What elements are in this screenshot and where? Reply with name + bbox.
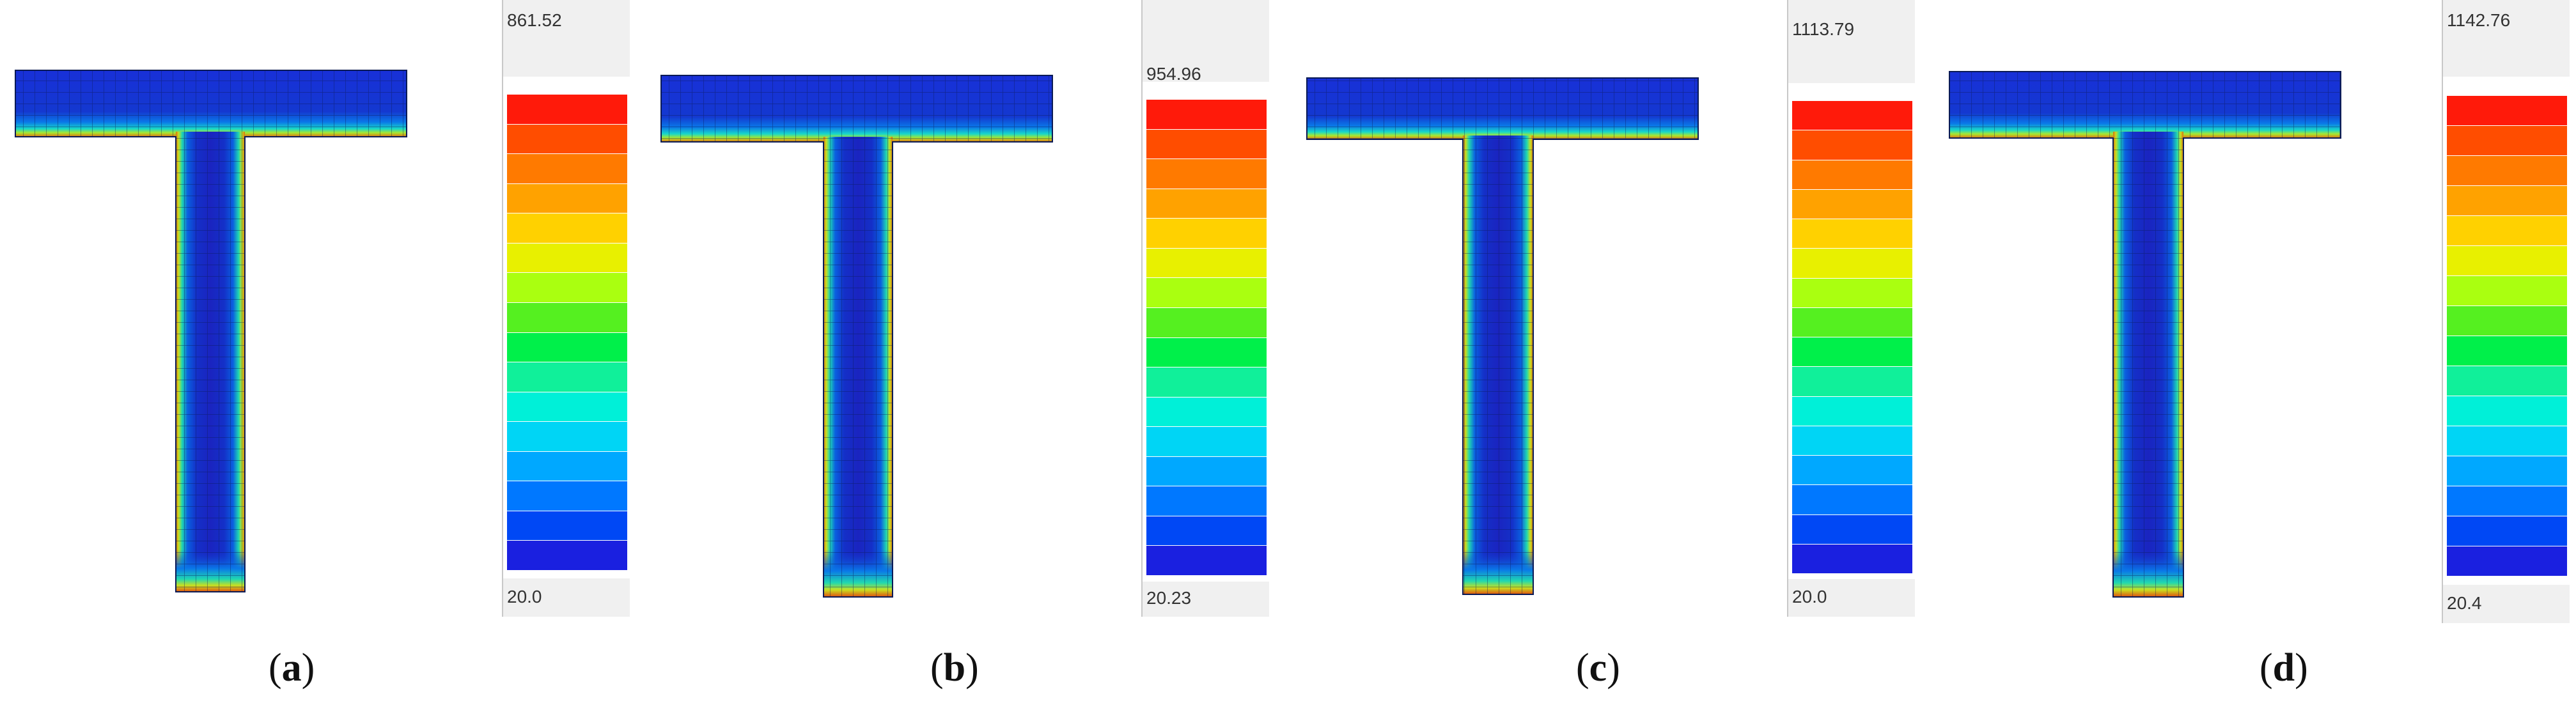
t-beam-contour	[1306, 77, 1699, 595]
color-band	[2447, 126, 2567, 156]
color-bands	[507, 95, 627, 571]
color-band	[507, 511, 627, 541]
color-band	[1146, 189, 1267, 219]
color-band	[1146, 367, 1267, 398]
t-beam-contour	[1949, 71, 2341, 598]
max-value-label: 1142.76	[2447, 10, 2511, 30]
max-value-label: 954.96	[1146, 64, 1201, 84]
color-bands	[1146, 100, 1267, 576]
color-band	[1146, 486, 1267, 516]
color-band	[1146, 278, 1267, 308]
color-band	[507, 332, 627, 363]
color-band	[1146, 546, 1267, 576]
panel-a: 861.52 20.0 (a)	[0, 0, 639, 719]
t-beam-contour	[15, 70, 407, 592]
color-band	[2447, 516, 2567, 546]
color-band	[2447, 486, 2567, 516]
color-band	[1792, 160, 1912, 190]
color-band	[1792, 396, 1912, 426]
color-band	[1792, 426, 1912, 456]
color-scale: 1142.76 20.4	[2442, 0, 2570, 623]
color-band	[1792, 189, 1912, 219]
color-band	[1792, 249, 1912, 279]
color-band	[2447, 96, 2567, 126]
color-scale: 1113.79 20.0	[1787, 0, 1915, 617]
color-band	[2447, 396, 2567, 426]
min-value-label: 20.23	[1146, 588, 1192, 608]
color-band	[1792, 130, 1912, 160]
min-value-label: 20.4	[2447, 593, 2482, 613]
color-band	[1146, 307, 1267, 338]
color-band	[1146, 337, 1267, 368]
color-band	[1792, 514, 1912, 545]
caption-letter: b	[943, 646, 966, 690]
panel-b: 954.96 20.23 (b)	[646, 0, 1285, 719]
caption-letter: a	[281, 646, 302, 690]
color-band	[1792, 278, 1912, 308]
color-band	[507, 154, 627, 184]
color-band	[507, 95, 627, 125]
color-band	[507, 451, 627, 482]
min-value-label: 20.0	[1792, 587, 1827, 607]
color-band	[1146, 159, 1267, 189]
color-band	[507, 213, 627, 244]
color-bands	[2447, 96, 2567, 576]
max-value-label: 861.52	[507, 10, 562, 30]
color-scale: 861.52 20.0	[502, 0, 630, 617]
color-band	[507, 183, 627, 214]
color-band	[1792, 337, 1912, 367]
min-value-label: 20.0	[507, 587, 542, 607]
color-band	[2447, 306, 2567, 336]
color-band	[507, 124, 627, 155]
caption: (c)	[1576, 646, 1620, 690]
t-beam-contour	[660, 75, 1053, 598]
color-band	[507, 392, 627, 422]
color-band	[2447, 546, 2567, 576]
color-band	[1792, 307, 1912, 337]
caption-letter: c	[1589, 646, 1607, 690]
color-band	[2447, 246, 2567, 276]
color-band	[507, 481, 627, 511]
color-band	[1792, 219, 1912, 249]
color-band	[507, 362, 627, 392]
color-band	[1146, 456, 1267, 487]
color-band	[507, 302, 627, 333]
color-bands	[1792, 101, 1912, 574]
color-band	[1146, 397, 1267, 428]
color-band	[507, 541, 627, 571]
color-band	[2447, 426, 2567, 456]
max-value-label: 1113.79	[1792, 19, 1855, 39]
panel-c: 1113.79 20.0 (c)	[1292, 0, 1931, 719]
color-band	[1146, 516, 1267, 546]
color-band	[1146, 248, 1267, 279]
color-band	[2447, 216, 2567, 246]
color-band	[2447, 336, 2567, 366]
color-band	[507, 422, 627, 452]
color-scale: 954.96 20.23	[1141, 0, 1269, 617]
color-band	[2447, 366, 2567, 396]
panel-d: 1142.76 20.4 (d)	[1937, 0, 2576, 719]
color-band	[1146, 219, 1267, 249]
caption: (a)	[269, 646, 315, 690]
color-band	[2447, 156, 2567, 186]
color-band	[2447, 186, 2567, 216]
color-band	[1146, 427, 1267, 457]
color-band	[1792, 101, 1912, 131]
color-band	[507, 273, 627, 303]
color-band	[1792, 544, 1912, 574]
color-band	[1792, 367, 1912, 397]
color-band	[507, 243, 627, 274]
color-band	[1792, 456, 1912, 486]
caption-letter: d	[2272, 646, 2295, 690]
color-band	[2447, 276, 2567, 306]
caption: (b)	[930, 646, 979, 690]
color-band	[1146, 129, 1267, 160]
color-band	[1146, 100, 1267, 130]
color-band	[1792, 485, 1912, 515]
color-band	[2447, 456, 2567, 486]
caption: (d)	[2260, 646, 2308, 690]
